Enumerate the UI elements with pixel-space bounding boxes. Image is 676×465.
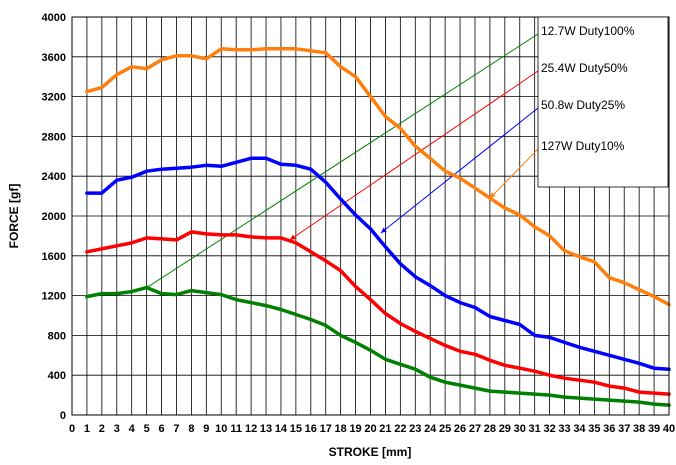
x-tick-label: 22	[394, 423, 406, 435]
x-axis-title: STROKE [mm]	[329, 445, 412, 459]
y-tick-label: 4000	[42, 12, 66, 24]
x-tick-label: 16	[305, 423, 317, 435]
x-tick-label: 20	[364, 423, 376, 435]
x-tick-label: 2	[99, 423, 105, 435]
leader-line	[289, 70, 539, 241]
x-tick-label: 38	[633, 423, 645, 435]
x-tick-label: 8	[188, 423, 194, 435]
x-tick-label: 35	[588, 423, 600, 435]
x-tick-label: 31	[529, 423, 541, 435]
x-tick-labels: 0 1 2 3 4 5 6 7 8 9 10 11 12 13 14 15 16 17 18 19 20 21 22 23 24…	[69, 423, 675, 435]
series-line	[85, 285, 671, 407]
x-tick-label: 19	[349, 423, 361, 435]
y-tick-label: 0	[60, 410, 66, 422]
legend-leader-lines	[143, 33, 539, 291]
x-tick-label: 3	[114, 423, 120, 435]
x-tick-label: 13	[260, 423, 272, 435]
x-tick-label: 0	[69, 423, 75, 435]
x-tick-label: 12	[245, 423, 257, 435]
x-tick-label: 5	[144, 423, 150, 435]
x-tick-label: 27	[469, 423, 481, 435]
x-tick-label: 39	[648, 423, 660, 435]
leader-line	[380, 107, 539, 234]
x-tick-label: 14	[275, 423, 288, 435]
x-tick-label: 29	[499, 423, 511, 435]
legend-entry: 50.8w Duty25%	[541, 98, 625, 112]
x-tick-label: 1	[84, 423, 90, 435]
y-tick-label: 800	[48, 330, 66, 342]
x-tick-label: 30	[514, 423, 526, 435]
legend: 12.7W Duty100% 25.4W Duty50% 50.8w Duty25%…	[541, 24, 635, 153]
x-tick-label: 10	[215, 423, 227, 435]
leader-line	[143, 33, 539, 291]
y-tick-label: 3600	[42, 52, 66, 64]
y-tick-label: 3200	[42, 92, 66, 104]
x-tick-label: 21	[379, 423, 391, 435]
y-tick-labels: 0 400 800 1200 1600 2000 2400 2800 3200 3600 4000	[42, 12, 66, 422]
x-tick-label: 17	[320, 423, 332, 435]
y-tick-label: 2800	[42, 131, 66, 143]
x-tick-label: 34	[573, 423, 586, 435]
y-axis-title: FORCE [gf]	[7, 184, 21, 249]
x-tick-label: 37	[618, 423, 630, 435]
x-tick-label: 25	[439, 423, 451, 435]
x-tick-label: 40	[663, 423, 675, 435]
y-tick-label: 2000	[42, 211, 66, 223]
plot-border	[71, 16, 670, 416]
x-tick-label: 6	[158, 423, 164, 435]
legend-entry: 25.4W Duty50%	[541, 61, 628, 75]
x-tick-label: 26	[454, 423, 466, 435]
y-tick-label: 1600	[42, 251, 66, 263]
x-tick-label: 7	[173, 423, 179, 435]
series-line	[85, 47, 671, 307]
x-tick-label: 15	[290, 423, 302, 435]
x-tick-label: 28	[484, 423, 496, 435]
leader-arrow	[380, 227, 387, 233]
x-tick-label: 36	[603, 423, 615, 435]
x-tick-label: 24	[424, 423, 437, 435]
legend-entry: 127W Duty10%	[541, 139, 625, 153]
leader-arrow	[489, 192, 496, 199]
series-line	[85, 156, 671, 371]
y-tick-label: 1200	[42, 291, 66, 303]
y-tick-label: 400	[48, 370, 66, 382]
leader-line	[489, 148, 539, 199]
x-tick-label: 33	[558, 423, 570, 435]
x-tick-label: 4	[129, 423, 136, 435]
legend-box	[537, 16, 669, 188]
x-tick-label: 11	[230, 423, 242, 435]
x-tick-label: 9	[203, 423, 209, 435]
x-tick-label: 18	[335, 423, 347, 435]
y-tick-label: 2400	[42, 171, 66, 183]
legend-entry: 12.7W Duty100%	[541, 24, 635, 38]
series-line	[85, 230, 671, 396]
leader-arrow	[289, 234, 296, 240]
x-tick-label: 32	[543, 423, 555, 435]
x-tick-label: 23	[409, 423, 421, 435]
series-lines	[85, 47, 671, 407]
